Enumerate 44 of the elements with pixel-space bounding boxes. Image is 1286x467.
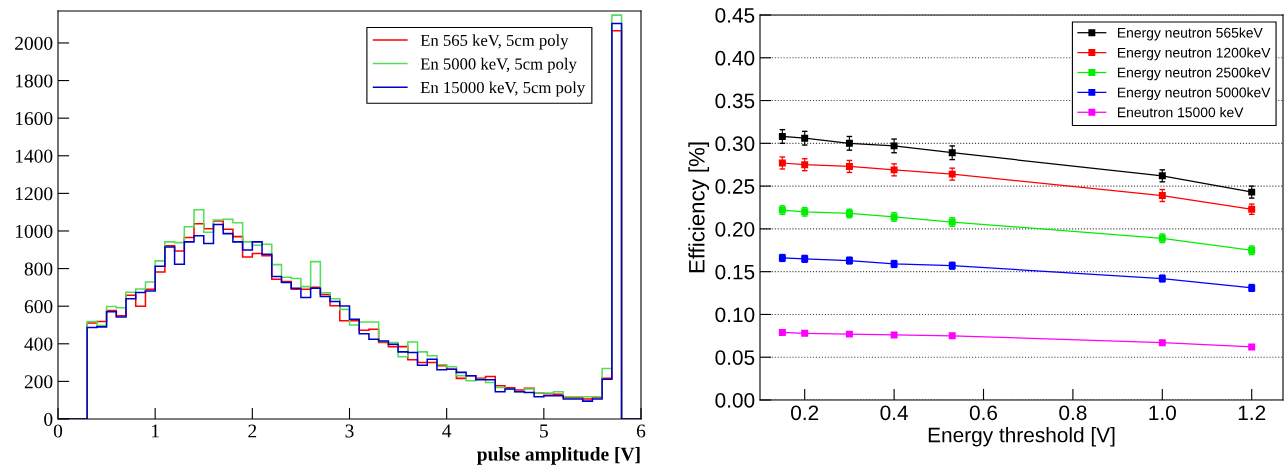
legend-label: En 565 keV, 5cm poly (420, 34, 569, 50)
y-tick-label: 600 (24, 300, 53, 314)
x-tick-label: 0 (53, 424, 63, 438)
legend-label: Eneutron 15000 keV (1117, 107, 1244, 118)
y-tick-label: 1600 (15, 111, 53, 126)
x-tick-label: 1.0 (1149, 405, 1176, 421)
y-tick-label: 1000 (15, 224, 53, 238)
y-tick-label: 1200 (15, 187, 53, 201)
y-tick-label: 0.40 (715, 50, 755, 66)
y-tick-label: 1800 (15, 74, 53, 88)
x-tick-label: 4 (442, 424, 452, 438)
x-tick-label: 5 (540, 424, 548, 438)
legend-label: Energy neutron 565keV (1117, 27, 1263, 41)
y-tick-label: 0.15 (715, 264, 755, 280)
y-tick-label: 0.05 (715, 350, 755, 365)
legend-label: Energy neutron 1200keV (1117, 47, 1271, 61)
y-tick-label: 2000 (15, 36, 53, 50)
x-tick-label: 2 (248, 424, 257, 438)
x-tick-label: 0.6 (969, 405, 998, 421)
x-tick-label: 6 (636, 424, 646, 438)
x-tick-label: 0.4 (880, 405, 908, 421)
y-axis-title: Efficiency [%] (688, 142, 710, 273)
y-tick-label: 0.45 (715, 8, 755, 23)
x-tick-label: 0.8 (1059, 405, 1087, 421)
x-tick-label: 0.2 (791, 405, 819, 421)
x-tick-label: 1 (152, 424, 159, 438)
legend-label: En 5000 keV, 5cm poly (420, 57, 577, 74)
x-axis-title: Energy threshold [V] (928, 427, 1115, 447)
y-tick-label: 200 (24, 375, 53, 389)
legend-label: Energy neutron 2500keV (1117, 67, 1271, 81)
y-tick-label: 1400 (15, 149, 53, 163)
x-axis-title: pulse amplitude [V] (477, 447, 640, 465)
y-tick-label: 400 (24, 337, 53, 351)
y-tick-label: 0.25 (715, 179, 755, 194)
x-tick-label: 1.2 (1238, 405, 1266, 420)
y-tick-label: 0.35 (715, 93, 755, 109)
y-tick-label: 0.30 (715, 136, 755, 152)
y-tick-label: 0.00 (715, 393, 755, 408)
x-tick-label: 3 (345, 424, 354, 438)
y-tick-label: 800 (24, 262, 53, 276)
y-tick-label: 0.10 (715, 307, 755, 323)
legend-label: Energy neutron 5000keV (1117, 87, 1271, 101)
legend-label: En 15000 keV, 5cm poly (420, 81, 586, 97)
y-tick-label: 0.20 (715, 221, 755, 237)
